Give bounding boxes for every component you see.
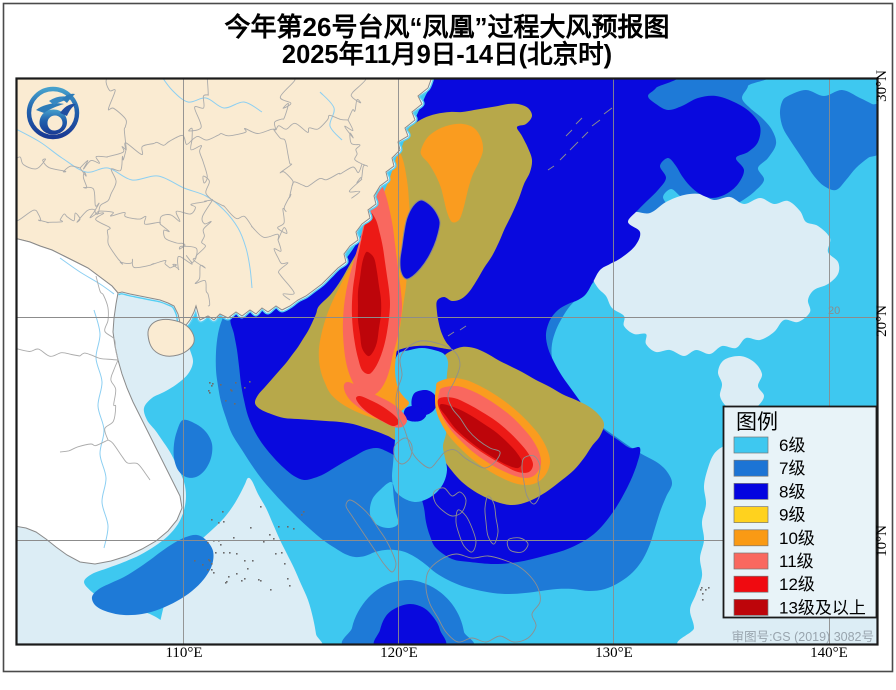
svg-text:8级: 8级 — [779, 482, 805, 501]
svg-text:审图号:GS (2019) 3082号: 审图号:GS (2019) 3082号 — [732, 629, 874, 644]
svg-text:140°E: 140°E — [810, 645, 848, 661]
svg-text:今年第26号台风“凤凰”过程大风预报图: 今年第26号台风“凤凰”过程大风预报图 — [225, 12, 670, 42]
svg-text:120°E: 120°E — [380, 645, 418, 661]
svg-text:130°E: 130°E — [595, 645, 633, 661]
svg-text:12级: 12级 — [779, 575, 815, 594]
svg-text:10°N: 10°N — [874, 525, 890, 557]
svg-text:110°E: 110°E — [165, 645, 202, 661]
svg-text:13级及以上: 13级及以上 — [779, 598, 866, 617]
svg-text:20: 20 — [828, 305, 840, 317]
svg-text:9级: 9级 — [779, 506, 805, 525]
svg-text:7级: 7级 — [779, 459, 805, 478]
svg-text:图例: 图例 — [736, 411, 778, 434]
svg-text:6级: 6级 — [779, 436, 805, 455]
svg-text:20°N: 20°N — [874, 305, 890, 337]
svg-text:10级: 10级 — [779, 529, 815, 548]
svg-text:30°N: 30°N — [874, 70, 890, 102]
svg-text:11级: 11级 — [779, 552, 814, 571]
svg-text:2025年11月9日-14日(北京时): 2025年11月9日-14日(北京时) — [282, 40, 612, 69]
